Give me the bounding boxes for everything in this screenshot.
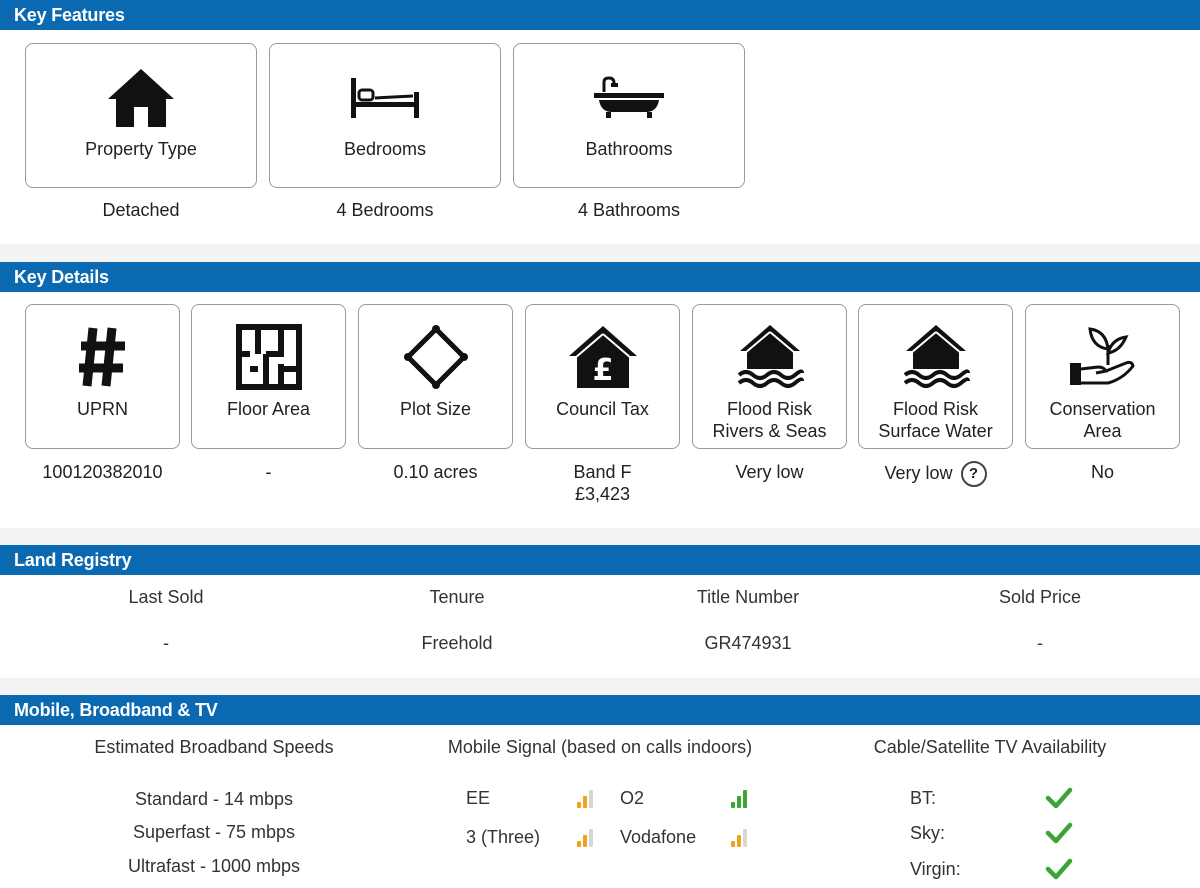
operator-o2: O2 [620,788,645,808]
flood-rivers-value: Very low [735,462,804,482]
card-label-line2: Surface Water [878,421,993,441]
key-features-section: Key Features Property Type Detached Bedr… [0,0,1200,244]
signal-bar [583,835,587,847]
flood-house-icon [902,322,970,392]
plot-size-card: Plot Size [358,304,513,449]
signal-bar [743,829,747,847]
flood-house-icon [736,322,804,392]
council-tax-band: Band F [573,462,632,482]
tenure-value: Freehold [421,633,493,653]
title-number-header: Title Number [696,587,800,607]
floor-area-card: Floor Area [191,304,346,449]
title-number-value: GR474931 [704,633,792,653]
card-label: Flood Risk [726,399,813,419]
plot-size-value: 0.10 acres [393,462,478,482]
check-icon [1045,822,1073,844]
bed-icon [349,64,421,132]
last-sold-value: - [163,633,169,653]
section-header: Key Features [0,0,1200,30]
conservation-area-value: No [1090,462,1114,482]
svg-text:£: £ [592,353,613,388]
flood-surface-text: Very low [884,462,953,483]
sold-price-header: Sold Price [998,587,1082,607]
card-label: Plot Size [399,399,472,419]
bedrooms-card: Bedrooms [269,43,501,188]
flood-surface-value: Very low? [858,461,1013,487]
uprn-value: 100120382010 [42,462,163,482]
signal-bar [731,841,735,847]
hash-icon [78,322,128,392]
card-label: Bedrooms [343,139,427,159]
signal-bar [577,841,581,847]
house-icon [106,64,176,132]
card-label: Council Tax [556,399,649,419]
tv-sky: Sky: [910,823,946,843]
section-header: Key Details [0,262,1200,292]
council-tax-amount: £3,423 [574,484,631,504]
conservation-area-card: Conservation Area [1025,304,1180,449]
floor-area-value: - [265,462,272,482]
operator-ee: EE [466,788,491,808]
signal-bar [577,802,581,808]
card-label-line2: Rivers & Seas [712,421,827,441]
card-label: Bathrooms [585,139,673,159]
speed-ultrafast: Ultrafast - 1000 mbps [127,856,301,876]
operator-three: 3 (Three) [466,827,541,847]
sold-price-value: - [1037,633,1043,653]
signal-bar [589,790,593,808]
bathrooms-card: Bathrooms [513,43,745,188]
operator-vodafone: Vodafone [620,827,697,847]
card-label: UPRN [76,399,128,419]
section-header: Mobile, Broadband & TV [0,695,1200,725]
speed-standard: Standard - 14 mbps [134,789,294,809]
card-label: Floor Area [226,399,311,419]
speed-superfast: Superfast - 75 mbps [132,822,296,842]
check-icon [1045,858,1073,880]
tv-availability-header: Cable/Satellite TV Availability [873,737,1107,757]
uprn-card: UPRN [25,304,180,449]
land-registry-section: Land Registry [0,545,1200,678]
signal-strength-icon [731,788,751,808]
council-tax-card: £ Council Tax [525,304,680,449]
card-label: Conservation [1049,399,1156,419]
pound-house-icon: £ [567,322,639,392]
flood-rivers-card: Flood Risk Rivers & Seas [692,304,847,449]
signal-bar [737,796,741,808]
plot-icon [402,322,470,392]
card-label: Property Type [85,139,197,159]
signal-strength-icon [731,827,751,847]
signal-bar [583,796,587,808]
property-type-card: Property Type [25,43,257,188]
floor-plan-icon [235,322,302,392]
signal-bar [731,802,735,808]
tenure-header: Tenure [429,587,485,607]
card-label: Flood Risk [892,399,979,419]
signal-strength-icon [577,788,597,808]
mobile-signal-header: Mobile Signal (based on calls indoors) [447,737,753,757]
signal-strength-icon [577,827,597,847]
bedrooms-value: 4 Bedrooms [336,200,434,220]
tv-virgin: Virgin: [910,859,961,879]
property-type-value: Detached [102,200,180,220]
plant-hand-icon [1068,322,1138,392]
help-icon[interactable]: ? [960,461,987,487]
mobile-broadband-tv-section: Mobile, Broadband & TV [0,695,1200,888]
flood-surface-card: Flood Risk Surface Water [858,304,1013,449]
signal-bar [737,835,741,847]
section-header: Land Registry [0,545,1200,575]
bathrooms-value: 4 Bathrooms [577,200,681,220]
bathtub-icon [592,64,666,132]
last-sold-header: Last Sold [128,587,204,607]
broadband-header: Estimated Broadband Speeds [94,737,334,757]
signal-bar [743,790,747,808]
signal-bar [589,829,593,847]
check-icon [1045,787,1073,809]
card-label-line2: Area [1083,421,1122,441]
tv-bt: BT: [910,788,937,808]
